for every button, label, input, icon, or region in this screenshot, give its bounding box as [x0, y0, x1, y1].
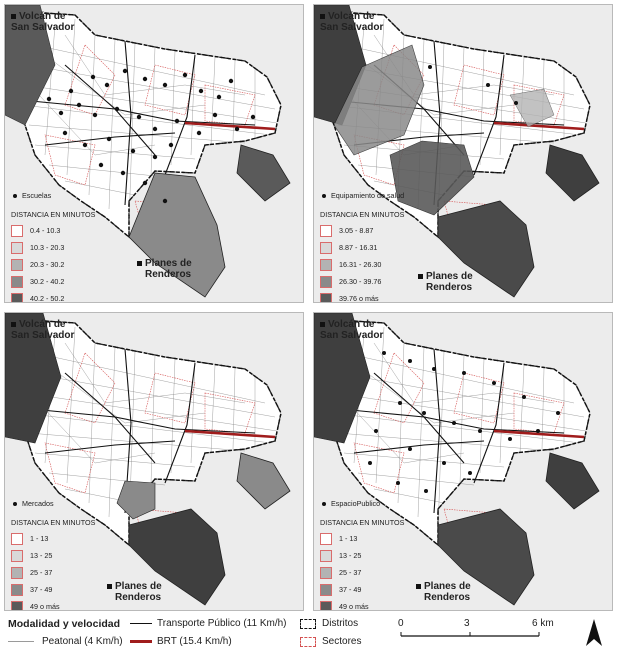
map-panel-mercados: Volcán de San Salvador Planes de Renderos … — [4, 312, 304, 611]
label-volcan: Volcán de San Salvador — [11, 319, 75, 341]
north-arrow-icon — [586, 619, 602, 646]
legend-title: DISTANCIA EN MINUTOS — [11, 210, 96, 219]
map-panel-escuelas: Volcán de San Salvador Planes de Renderos … — [4, 4, 304, 303]
map-svg — [314, 313, 612, 610]
point-icon — [13, 502, 17, 507]
point-icon — [322, 502, 326, 507]
label-planes: Planes de Renderos — [107, 581, 162, 603]
scale-label-0: 0 — [398, 618, 404, 629]
scale-label-6: 6 km — [532, 618, 554, 629]
school-points — [46, 68, 256, 204]
legend-distritos: Distritos — [300, 618, 358, 629]
public-space-points — [368, 351, 560, 493]
legend-modalidad-title: Modalidad y velocidad — [8, 618, 121, 630]
label-planes: Planes de Renderos — [418, 271, 473, 293]
health-points — [428, 65, 518, 105]
legend-escuelas: Escuelas DISTANCIA EN MINUTOS 0.4 - 10.3… — [11, 191, 96, 303]
bottom-legend: Modalidad y velocidad Transporte Público… — [0, 616, 618, 654]
map-panel-espacio-publico: Volcán de San Salvador Planes de Renderos … — [313, 312, 613, 611]
label-planes: Planes de Renderos — [137, 258, 192, 280]
scale-bar: 0 3 6 km — [396, 616, 556, 654]
label-planes: Planes de Renderos — [416, 581, 471, 603]
point-icon — [13, 194, 17, 199]
legend-title: DISTANCIA EN MINUTOS — [320, 210, 405, 219]
legend-title: DISTANCIA EN MINUTOS — [320, 518, 405, 527]
line-icon — [8, 641, 34, 642]
map-svg — [5, 313, 303, 610]
legend-transporte: Transporte Público (11 Km/h) — [130, 618, 287, 629]
map-svg — [314, 5, 612, 302]
line-icon — [130, 622, 152, 625]
label-volcan: Volcán de San Salvador — [320, 11, 384, 33]
legend-mercados: Mercados DISTANCIA EN MINUTOS 1 - 13 13 … — [11, 499, 96, 611]
legend-brt: BRT (15.4 Km/h) — [130, 636, 232, 647]
line-icon — [130, 640, 152, 643]
scale-label-3: 3 — [464, 618, 470, 629]
legend-salud: Equipamiento de salud DISTANCIA EN MINUT… — [320, 191, 405, 303]
map-panel-salud: Volcán de San Salvador Planes de Renderos … — [313, 4, 613, 303]
label-volcan: Volcán de San Salvador — [320, 319, 384, 341]
legend-peatonal: Peatonal (4 Km/h) — [8, 636, 123, 647]
map-svg — [5, 5, 303, 302]
legend-sectores: Sectores — [300, 636, 361, 647]
box-icon — [300, 636, 316, 647]
scale-bar-svg — [400, 632, 540, 637]
point-icon — [322, 194, 326, 199]
legend-espacio-publico: EspacioPublico DISTANCIA EN MINUTOS 1 - … — [320, 499, 405, 611]
box-icon — [300, 618, 316, 629]
legend-title: DISTANCIA EN MINUTOS — [11, 518, 96, 527]
label-volcan: Volcán de San Salvador — [11, 11, 75, 33]
